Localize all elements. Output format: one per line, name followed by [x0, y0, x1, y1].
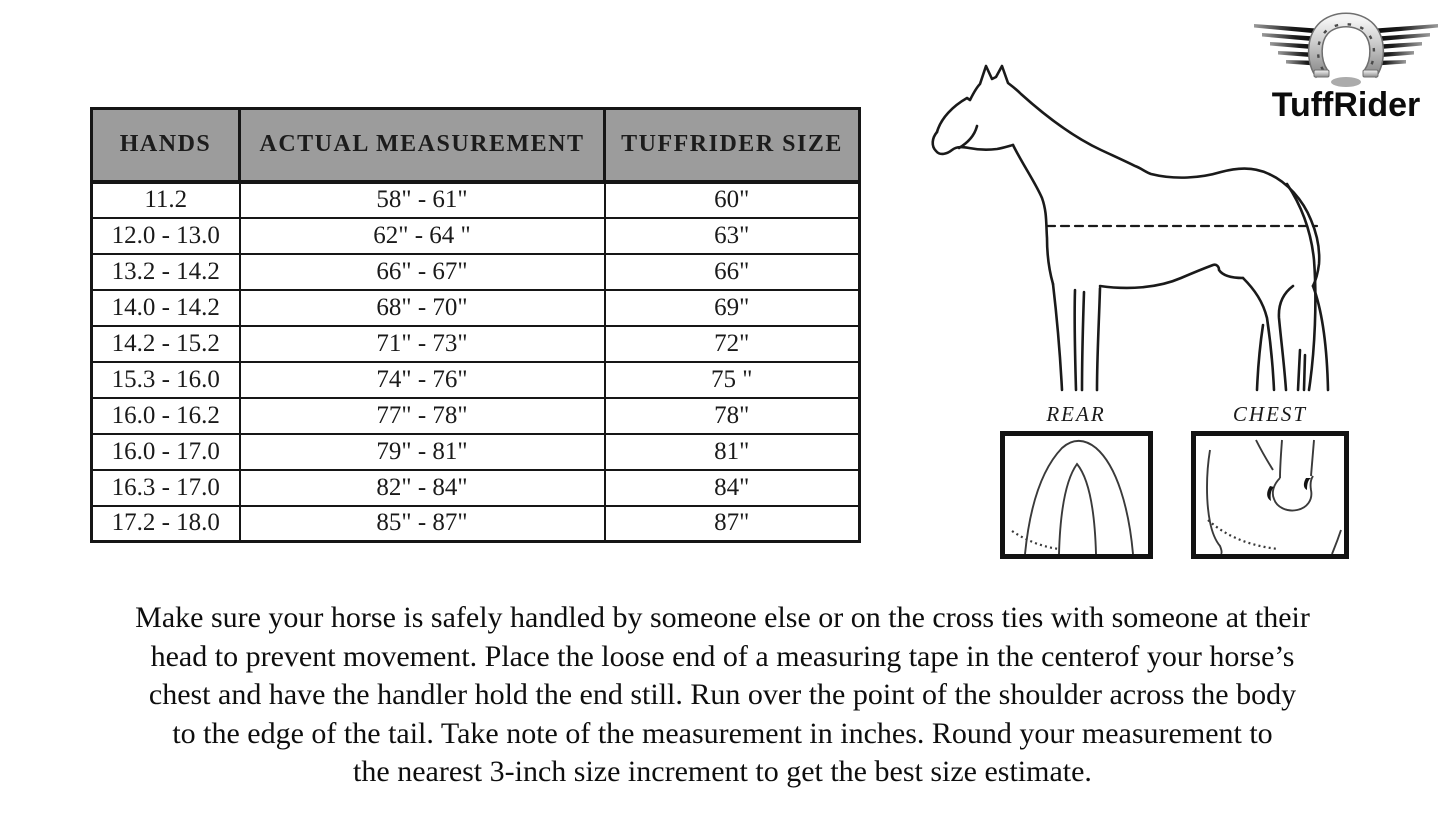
header-tuffrider-size: TUFFRIDER SIZE	[603, 107, 861, 184]
tuffrider-logo: TuffRider	[1250, 12, 1442, 128]
header-actual-measurement: ACTUAL MEASUREMENT	[238, 107, 606, 184]
hands-cell: 16.3 - 17.0	[90, 468, 241, 507]
size-cell: 72"	[603, 324, 861, 363]
measurement-cell: 85" - 87"	[238, 504, 606, 543]
measurement-cell: 74" - 76"	[238, 360, 606, 399]
measurement-cell: 71" - 73"	[238, 324, 606, 363]
size-cell: 87"	[603, 504, 861, 543]
winged-horseshoe-icon	[1254, 12, 1438, 87]
table-header-row: HANDS ACTUAL MEASUREMENT TUFFRIDER SIZE	[90, 107, 861, 184]
instruction-line: Make sure your horse is safely handled b…	[135, 601, 1310, 634]
hands-cell: 15.3 - 16.0	[90, 360, 241, 399]
horse-outline-diagram	[931, 64, 1330, 392]
size-cell: 78"	[603, 396, 861, 435]
hands-cell: 11.2	[90, 180, 241, 219]
measurement-cell: 79" - 81"	[238, 432, 606, 471]
table-row: 11.2 58" - 61" 60"	[90, 180, 861, 219]
table-row: 14.2 - 15.2 71" - 73" 72"	[90, 324, 861, 363]
hands-cell: 17.2 - 18.0	[90, 504, 241, 543]
rear-view-box	[1000, 431, 1153, 559]
chest-view-label: CHEST	[1232, 402, 1308, 426]
hands-cell: 14.2 - 15.2	[90, 324, 241, 363]
table-row: 17.2 - 18.0 85" - 87" 87"	[90, 504, 861, 543]
size-cell: 84"	[603, 468, 861, 507]
header-hands: HANDS	[90, 107, 241, 184]
hands-cell: 16.0 - 16.2	[90, 396, 241, 435]
table-row: 16.3 - 17.0 82" - 84" 84"	[90, 468, 861, 507]
size-cell: 63"	[603, 216, 861, 255]
hands-cell: 14.0 - 14.2	[90, 288, 241, 327]
measurement-cell: 82" - 84"	[238, 468, 606, 507]
instruction-line: head to prevent movement. Place the loos…	[150, 639, 1295, 673]
chest-view-box	[1191, 431, 1349, 559]
size-table-header: HANDS ACTUAL MEASUREMENT TUFFRIDER SIZE	[90, 107, 861, 184]
measurement-cell: 58" - 61"	[238, 180, 606, 219]
horse-rear-icon	[1011, 439, 1134, 554]
hands-cell: 13.2 - 14.2	[90, 252, 241, 291]
measurement-cell: 62" - 64 "	[238, 216, 606, 255]
size-cell: 66"	[603, 252, 861, 291]
table-row: 14.0 - 14.2 68" - 70" 69"	[90, 288, 861, 327]
rear-view-label: REAR	[1046, 402, 1106, 426]
measuring-instructions: Make sure your horse is safely handled b…	[0, 599, 1445, 792]
size-cell: 60"	[603, 180, 861, 219]
measurement-cell: 66" - 67"	[238, 252, 606, 291]
table-row: 12.0 - 13.0 62" - 64 " 63"	[90, 216, 861, 255]
table-row: 15.3 - 16.0 74" - 76" 75 "	[90, 360, 861, 399]
brand-name: TuffRider	[1271, 86, 1421, 124]
measurement-cell: 77" - 78"	[238, 396, 606, 435]
size-cell: 75 "	[603, 360, 861, 399]
table-row: 16.0 - 17.0 79" - 81" 81"	[90, 432, 861, 471]
measurement-cell: 68" - 70"	[238, 288, 606, 327]
instruction-line: the nearest 3-inch size increment to get…	[353, 755, 1092, 788]
size-table-body: 11.2 58" - 61" 60" 12.0 - 13.0 62" - 64 …	[90, 180, 861, 543]
instruction-line: to the edge of the tail. Take note of th…	[172, 716, 1273, 750]
hands-cell: 16.0 - 17.0	[90, 432, 241, 471]
table-row: 16.0 - 16.2 77" - 78" 78"	[90, 396, 861, 435]
size-table: HANDS ACTUAL MEASUREMENT TUFFRIDER SIZE …	[90, 107, 861, 543]
size-cell: 81"	[603, 432, 861, 471]
table-row: 13.2 - 14.2 66" - 67" 66"	[90, 252, 861, 291]
instruction-line: chest and have the handler hold the end …	[148, 678, 1297, 711]
horse-chest-icon	[1206, 439, 1342, 554]
size-cell: 69"	[603, 288, 861, 327]
hands-cell: 12.0 - 13.0	[90, 216, 241, 255]
